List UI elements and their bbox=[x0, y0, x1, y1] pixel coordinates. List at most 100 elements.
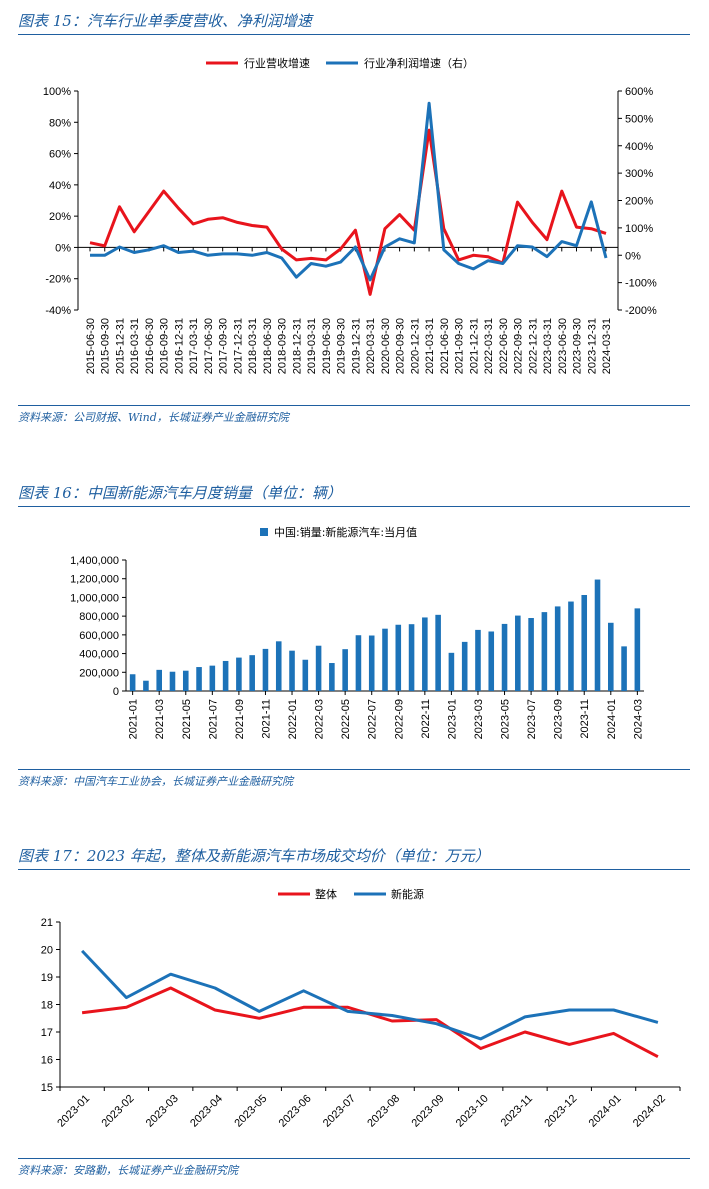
x-tick-label: 2021-09-30 bbox=[454, 318, 466, 374]
y-left-tick-label: 20% bbox=[49, 211, 71, 223]
x-tick-label: 2019-03-31 bbox=[306, 318, 318, 374]
x-tick-label: 2016-12-31 bbox=[173, 318, 185, 374]
x-tick-label: 2019-12-31 bbox=[350, 318, 362, 374]
legend-label-2: 新能源 bbox=[391, 887, 424, 901]
x-tick-label: 2018-09-30 bbox=[277, 318, 289, 374]
x-tick-label: 2021-12-31 bbox=[468, 318, 480, 374]
bar-2022-10 bbox=[408, 624, 415, 691]
bar-2022-03 bbox=[315, 645, 322, 691]
x-tick-label: 2023-07 bbox=[526, 699, 538, 739]
chart-1-revenue-profit-growth: 行业营收增速 行业净利润增速（右） -40% -20% 0% 20% 40% 60% 80% 10… bbox=[43, 56, 657, 374]
bar-2022-05 bbox=[342, 649, 348, 691]
bar-2023-02 bbox=[461, 641, 468, 691]
figure-17-source: 资料来源：安路勤，长城证券产业金融研究院 bbox=[18, 1164, 238, 1177]
y-right-tick-label: 600% bbox=[625, 86, 653, 98]
y-right-tick-label: 400% bbox=[625, 141, 653, 153]
x-tick-label: 2022-03-31 bbox=[483, 318, 495, 374]
y-right-tick-label: 100% bbox=[625, 223, 653, 235]
bar-2022-06 bbox=[355, 635, 362, 691]
x-tick-label: 2015-09-30 bbox=[100, 318, 112, 374]
bar-2022-11 bbox=[422, 617, 428, 691]
y-right-tick-label: 0% bbox=[625, 250, 641, 262]
bar-2022-02 bbox=[302, 659, 309, 691]
bar-2023-11 bbox=[581, 594, 588, 691]
x-tick-label: 2020-06-30 bbox=[380, 318, 392, 374]
x-tick-label: 2021-01 bbox=[128, 699, 140, 739]
bar-2023-07 bbox=[528, 618, 534, 691]
y-left-tick-label: 60% bbox=[49, 149, 71, 161]
bar-2023-08 bbox=[541, 612, 548, 691]
y-tick-label: 400,000 bbox=[79, 649, 119, 661]
y-right-tick-label: -100% bbox=[625, 278, 657, 290]
figure-17-title-rule bbox=[18, 869, 690, 870]
bar-2024-01 bbox=[608, 622, 614, 691]
figure-15-title: 图表 15：汽车行业单季度营收、净利润增速 bbox=[18, 12, 312, 30]
x-tick-label: 2023-09 bbox=[410, 1093, 447, 1130]
x-tick-label: 2024-01 bbox=[587, 1093, 624, 1130]
y-left-tick-label: -40% bbox=[45, 305, 71, 317]
x-tick-label: 2016-06-30 bbox=[144, 318, 156, 374]
x-tick-label: 2022-09 bbox=[393, 699, 405, 739]
bar-2024-02 bbox=[621, 646, 627, 691]
bar-2021-09 bbox=[236, 657, 242, 691]
y-right-tick-label: 200% bbox=[625, 196, 653, 208]
x-tick-label: 2023-10 bbox=[454, 1093, 491, 1130]
x-tick-label: 2022-09-30 bbox=[513, 318, 525, 374]
bar-2023-03 bbox=[475, 629, 481, 691]
x-tick-label: 2021-06-30 bbox=[439, 318, 451, 374]
x-tick-label: 2023-09-30 bbox=[572, 318, 584, 374]
x-tick-label: 2022-05 bbox=[340, 699, 352, 739]
series-line-nev bbox=[81, 949, 659, 1041]
series-line-overall bbox=[81, 986, 659, 1059]
x-tick-label: 2017-06-30 bbox=[203, 318, 215, 374]
x-tick-label: 2017-12-31 bbox=[232, 318, 244, 374]
bar-2021-12 bbox=[275, 641, 282, 691]
x-tick-label: 2021-11 bbox=[260, 699, 272, 739]
figure-16-title: 图表 16：中国新能源汽车月度销量（单位：辆） bbox=[18, 484, 342, 502]
y-tick-label: 1,200,000 bbox=[70, 574, 119, 586]
bar-2021-01 bbox=[129, 674, 136, 691]
x-tick-label: 2023-12 bbox=[542, 1093, 579, 1130]
bar-2022-08 bbox=[382, 628, 388, 691]
y-tick-label: 800,000 bbox=[79, 611, 119, 623]
y-tick-label: 21 bbox=[41, 917, 53, 929]
x-tick-label: 2023-01 bbox=[55, 1093, 92, 1130]
y-tick-label: 600,000 bbox=[79, 630, 119, 642]
x-tick-label: 2024-01 bbox=[606, 699, 618, 739]
x-tick-label: 2016-09-30 bbox=[159, 318, 171, 374]
y-left-tick-label: 100% bbox=[43, 86, 71, 98]
x-tick-label: 2022-11 bbox=[420, 699, 432, 739]
y-left-tick-label: 80% bbox=[49, 117, 71, 129]
figure-16-source: 资料来源：中国汽车工业协会，长城证券产业金融研究院 bbox=[18, 775, 293, 788]
x-tick-label: 2015-06-30 bbox=[85, 318, 97, 374]
legend-label-1: 行业营收增速 bbox=[244, 56, 310, 70]
x-tick-label: 2021-03-31 bbox=[424, 318, 436, 374]
x-tick-label: 2021-05 bbox=[181, 699, 193, 739]
bar-2021-05 bbox=[182, 670, 189, 691]
bar-2021-07 bbox=[209, 665, 216, 691]
figure-17-source-rule bbox=[18, 1158, 690, 1159]
x-tick-label: 2023-03-31 bbox=[542, 318, 554, 374]
bar-2022-09 bbox=[395, 624, 402, 691]
x-tick-label: 2023-06 bbox=[277, 1093, 314, 1130]
y-tick-label: 1,000,000 bbox=[70, 592, 119, 604]
x-tick-label: 2023-04 bbox=[188, 1093, 225, 1130]
y-left-tick-label: 0% bbox=[55, 242, 71, 254]
x-tick-label: 2022-03 bbox=[314, 699, 326, 739]
x-tick-label: 2022-06-30 bbox=[498, 318, 510, 374]
x-tick-label: 2017-03-31 bbox=[188, 318, 200, 374]
bar-2021-10 bbox=[249, 655, 255, 691]
x-tick-label: 2021-07 bbox=[207, 699, 219, 739]
chart-2-nev-monthly-sales: 中国:销量:新能源汽车:当月值 0 200,000 400,000 600,000 800… bbox=[70, 525, 644, 739]
y-right-tick-label: -200% bbox=[625, 305, 657, 317]
x-tick-label: 2023-01 bbox=[446, 699, 458, 739]
x-tick-label: 2023-09 bbox=[553, 699, 565, 739]
x-tick-label: 2022-01 bbox=[287, 699, 299, 739]
x-tick-label: 2021-09 bbox=[234, 699, 246, 739]
y-tick-label: 0 bbox=[113, 686, 119, 698]
bar-2023-12 bbox=[594, 579, 601, 691]
y-tick-label: 18 bbox=[41, 1000, 53, 1012]
y-tick-label: 16 bbox=[41, 1055, 53, 1067]
bar-2022-07 bbox=[368, 635, 375, 691]
y-tick-label: 17 bbox=[41, 1027, 53, 1039]
